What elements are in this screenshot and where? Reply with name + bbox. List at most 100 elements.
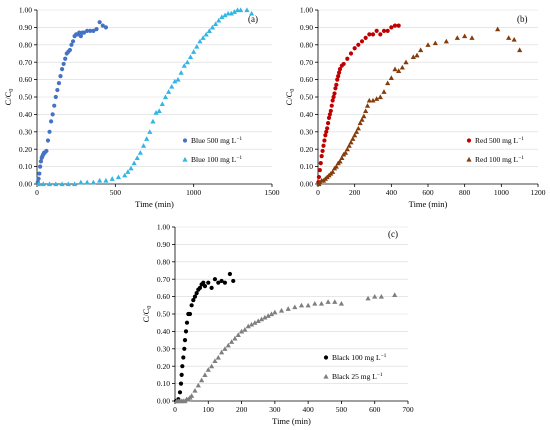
- chart-panel-a: 0.00 0.10 0.20 0.30 0.40 0.50 0.60 0.70 0.80 0.90…: [3, 6, 280, 209]
- data-point: [183, 329, 189, 334]
- data-point: [443, 38, 449, 44]
- data-point: [212, 277, 218, 282]
- legend-label: Red 500 mg L−1: [475, 136, 524, 145]
- y-tick-label: 0.30: [157, 344, 170, 353]
- data-point: [63, 56, 68, 61]
- data-point: [326, 115, 332, 120]
- data-point: [192, 294, 198, 299]
- data-point: [330, 98, 335, 103]
- data-point: [242, 327, 248, 332]
- data-point: [72, 181, 78, 187]
- data-point: [292, 304, 298, 310]
- data-point: [399, 64, 405, 70]
- data-point: [346, 143, 352, 148]
- data-point: [338, 300, 345, 306]
- data-point: [466, 138, 472, 143]
- data-point: [49, 119, 54, 124]
- data-point: [392, 292, 398, 297]
- x-axis-label: Time (min): [409, 199, 448, 209]
- legend-label-text: Black 100 mg L: [332, 353, 381, 362]
- data-point: [374, 96, 380, 101]
- data-point: [232, 335, 238, 341]
- data-point: [272, 309, 278, 315]
- x-tick-label: 400: [303, 405, 315, 414]
- y-tick-label: 0.80: [157, 257, 170, 266]
- data-point: [370, 32, 376, 37]
- data-point: [199, 377, 205, 383]
- data-point: [181, 355, 186, 360]
- x-tick-label: 1000: [186, 188, 201, 197]
- x-tick-label: 600: [369, 405, 381, 414]
- data-point: [180, 364, 185, 369]
- data-point: [252, 320, 258, 325]
- data-point: [88, 28, 93, 33]
- data-point: [59, 67, 65, 72]
- y-tick-label: 0.90: [157, 240, 170, 249]
- data-point: [333, 164, 339, 169]
- data-point: [278, 307, 285, 313]
- data-point: [385, 80, 391, 86]
- data-point: [50, 112, 55, 117]
- data-point: [61, 61, 66, 67]
- data-point: [35, 181, 42, 187]
- data-point: [235, 332, 241, 337]
- data-point: [359, 39, 365, 44]
- y-axis-label-main: C/C: [141, 308, 151, 322]
- data-point: [231, 278, 236, 284]
- data-point: [206, 28, 212, 33]
- data-point: [91, 28, 96, 33]
- data-point: [70, 39, 76, 44]
- data-point: [337, 67, 343, 72]
- data-point: [191, 49, 197, 54]
- data-point: [182, 346, 187, 351]
- data-point: [352, 132, 358, 138]
- data-point: [418, 47, 424, 53]
- data-point: [312, 300, 318, 306]
- data-point: [46, 181, 53, 187]
- data-point: [364, 103, 371, 108]
- data-point: [325, 126, 330, 131]
- y-tick-label: 0.90: [19, 23, 32, 32]
- series-2: [35, 7, 255, 187]
- data-point: [166, 89, 172, 94]
- y-axis-label-subscript: 0: [147, 306, 153, 309]
- data-point: [153, 110, 159, 115]
- y-tick-label: 0.00: [19, 180, 32, 189]
- data-point: [156, 108, 162, 113]
- y-tick-label: 0.30: [19, 127, 32, 136]
- data-point: [109, 176, 115, 181]
- data-point: [47, 129, 52, 134]
- legend-label-superscript: −1: [377, 372, 383, 378]
- legend-label-superscript: −1: [518, 136, 524, 142]
- data-point: [317, 167, 322, 173]
- data-point: [67, 47, 72, 53]
- data-point: [189, 303, 194, 308]
- data-point: [388, 75, 394, 80]
- y-tick-label: 0.50: [300, 93, 313, 102]
- data-point: [200, 35, 206, 40]
- data-point: [517, 47, 523, 53]
- data-point: [182, 338, 188, 343]
- data-point: [178, 381, 184, 386]
- x-tick-label: 0: [316, 188, 320, 197]
- panel-label: (a): [248, 14, 258, 24]
- data-point: [175, 77, 181, 82]
- data-point: [177, 390, 183, 395]
- y-tick-label: 0.50: [157, 310, 170, 319]
- y-tick-label: 0.40: [157, 327, 170, 336]
- data-point: [392, 66, 398, 72]
- data-point: [268, 311, 275, 317]
- data-point: [333, 86, 338, 91]
- data-point: [225, 342, 231, 348]
- data-point: [128, 165, 134, 171]
- y-tick-label: 0.90: [300, 23, 313, 32]
- y-axis-label-subscript: 0: [290, 89, 296, 92]
- data-point: [192, 387, 198, 393]
- data-point: [184, 59, 190, 65]
- y-tick-label: 0.40: [300, 110, 313, 119]
- data-point: [187, 311, 193, 317]
- legend-label: Blue 100 mg L−1: [191, 155, 242, 164]
- data-point: [147, 129, 153, 134]
- data-point: [350, 136, 356, 141]
- data-point: [363, 108, 369, 113]
